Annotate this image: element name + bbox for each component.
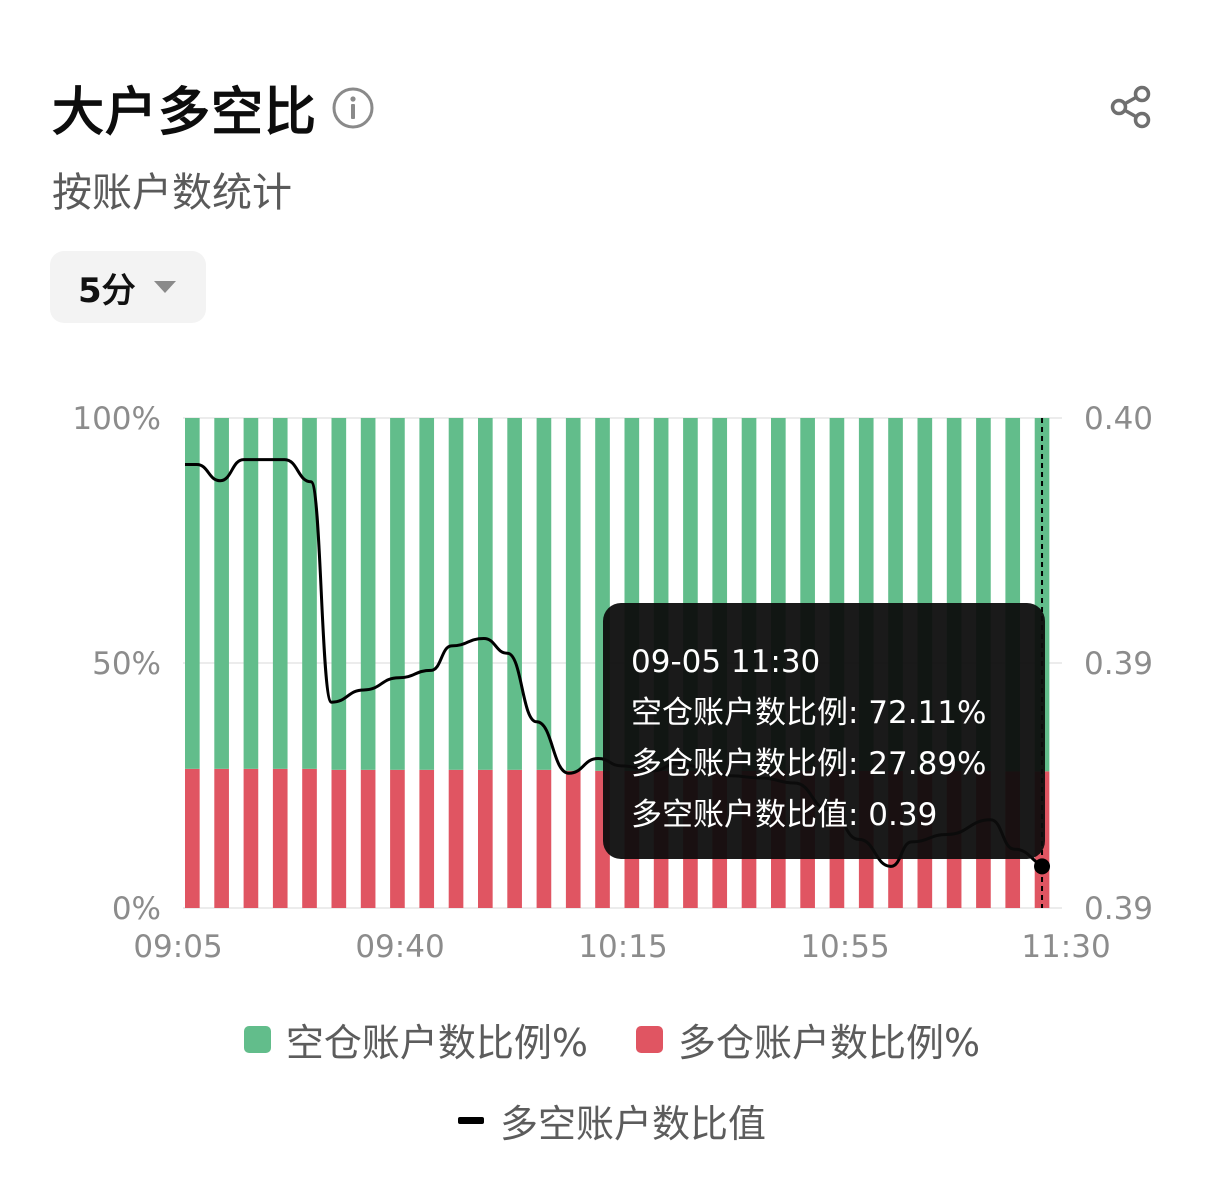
page-subtitle: 按账户数统计 [52, 170, 292, 216]
x-tick-label: 09:40 [355, 929, 444, 965]
long-bar [214, 768, 229, 908]
x-tick-label: 10:15 [578, 929, 667, 965]
long-bar [272, 768, 288, 908]
long-bar [419, 769, 435, 908]
short-bar [214, 418, 229, 769]
long-bar [243, 768, 259, 908]
short-bar [536, 418, 552, 770]
x-tick-label: 11:30 [1021, 929, 1110, 965]
legend-item-long[interactable]: 多仓账户数比例% [636, 1012, 980, 1067]
y-right-tick-label: 0.40 [1084, 401, 1153, 437]
long-bar [360, 769, 376, 908]
tooltip-short-ratio: 空仓账户数比例: 72.11% [631, 695, 987, 731]
short-bar [507, 418, 522, 770]
short-bar [478, 418, 493, 770]
y-right-tick-label: 0.39 [1084, 646, 1153, 682]
ratio-line-swatch [457, 1117, 484, 1124]
short-bar [360, 418, 376, 770]
long-bar [448, 769, 464, 908]
short-bar [565, 418, 581, 771]
chart-legend: 空仓账户数比例% 多仓账户数比例% 多空账户数比值 [0, 1012, 1224, 1148]
y-left-tick-label: 0% [112, 891, 161, 927]
long-bar [185, 768, 200, 908]
long-bar [478, 769, 493, 908]
share-icon[interactable] [1106, 82, 1156, 132]
chart-tooltip: 09-05 11:30 空仓账户数比例: 72.11% 多仓账户数比例: 27.… [603, 603, 1045, 859]
long-short-ratio-chart[interactable]: 100% 50% 0% 0.40 0.39 0.39 09:05 09:40 10:15 10:5… [0, 380, 1224, 980]
short-bar [419, 418, 435, 770]
short-bar [243, 418, 259, 769]
short-swatch [243, 1026, 271, 1053]
long-bar [331, 769, 347, 908]
y-left-tick-label: 50% [92, 646, 161, 682]
caret-down-icon [153, 281, 176, 293]
legend-item-ratio[interactable]: 多空账户数比值 [457, 1093, 766, 1148]
legend-item-short[interactable]: 空仓账户数比例% [243, 1012, 588, 1067]
long-swatch [636, 1026, 663, 1053]
short-bar [390, 418, 405, 770]
long-bar [565, 770, 581, 908]
interval-select[interactable]: 5分 [50, 251, 206, 323]
long-bar [390, 769, 405, 908]
long-bar [536, 769, 552, 908]
x-tick-label: 09:05 [133, 929, 222, 965]
short-bar [302, 418, 317, 769]
interval-selected-value: 5分 [78, 270, 136, 311]
ratio-line [185, 458, 1050, 868]
y-left-tick-label: 100% [72, 401, 161, 437]
selected-point [1034, 858, 1051, 875]
x-tick-label: 10:55 [800, 929, 889, 965]
tooltip-long-ratio: 多仓账户数比例: 27.89% [631, 746, 987, 782]
long-bar [507, 769, 522, 908]
info-icon[interactable] [331, 86, 375, 130]
chart-header: 大户多空比 [52, 70, 375, 145]
y-right-tick-label: 0.39 [1084, 891, 1153, 927]
tooltip-time: 09-05 11:30 [631, 644, 821, 680]
page-title: 大户多空比 [52, 83, 318, 143]
legend-label-long: 多仓账户数比例% [678, 1021, 981, 1065]
legend-label-short: 空仓账户数比例% [285, 1021, 588, 1065]
short-bar [331, 418, 347, 770]
tooltip-long-short-value: 多空账户数比值: 0.39 [631, 797, 938, 833]
long-bar [302, 768, 317, 908]
short-bar [448, 418, 464, 770]
legend-label-ratio: 多空账户数比值 [499, 1102, 766, 1146]
short-bar [185, 418, 200, 769]
short-bar [272, 418, 288, 769]
